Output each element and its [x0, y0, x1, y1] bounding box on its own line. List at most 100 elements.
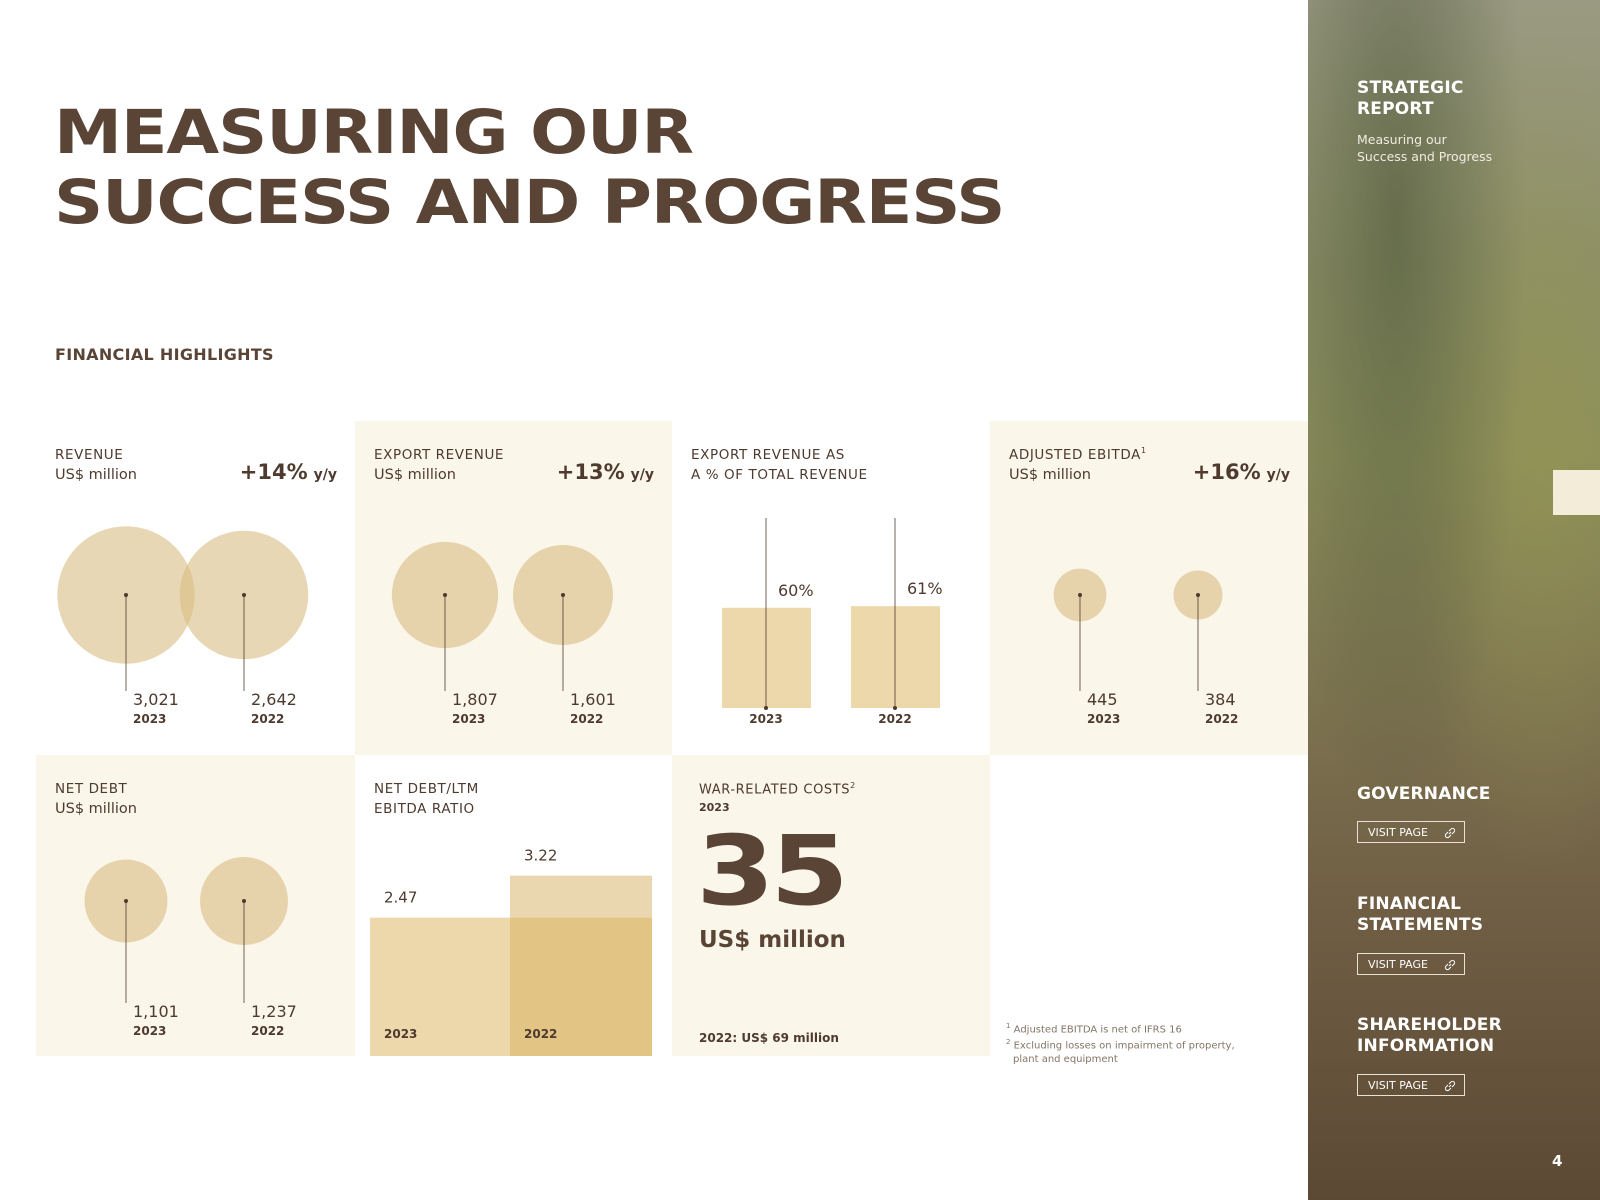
category-label: 2023: [452, 712, 485, 726]
link-icon: [1444, 959, 1456, 971]
panel-title: WAR-RELATED COSTS2: [699, 781, 856, 797]
leader-dot: [242, 899, 246, 903]
change-value: +16%: [1193, 460, 1261, 484]
change-unit: y/y: [314, 467, 337, 483]
leader-dot: [443, 593, 447, 597]
title-text: WAR-RELATED COSTS: [699, 782, 851, 798]
value-label: 1,237: [251, 1002, 297, 1021]
change-label: +16% y/y: [1193, 460, 1290, 484]
change-value: +14%: [240, 460, 308, 484]
sidebar: STRATEGIC REPORT Measuring our Success a…: [1308, 0, 1600, 1200]
visit-button[interactable]: VISIT PAGE: [1357, 953, 1465, 975]
footnote: 2 Excluding losses on impairment of prop…: [1006, 1036, 1246, 1065]
chart: NET DEBT/LTM EBITDA RATIO 2.47 2023 3.22 2022: [370, 781, 652, 1056]
leader-dot: [1196, 593, 1200, 597]
value-label: 2.47: [384, 889, 417, 907]
button-label: VISIT PAGE: [1368, 958, 1428, 971]
leader-dot: [561, 593, 565, 597]
panel-year: 2023: [699, 801, 730, 814]
chart-panel: ADJUSTED EBITDA1 US$ million +16% y/y 445 202…: [990, 421, 1308, 755]
change-label: +14% y/y: [240, 460, 337, 484]
link-title: FINANCIAL STATEMENTS: [1357, 894, 1484, 935]
section-heading: FINANCIAL HIGHLIGHTS: [55, 345, 274, 364]
button-label: VISIT PAGE: [1368, 1079, 1428, 1092]
footnote-ref: 1: [1141, 446, 1147, 455]
category-label: 2023: [384, 1027, 417, 1041]
leader-dot: [242, 593, 246, 597]
panel-title: REVENUE: [55, 447, 123, 463]
chart: EXPORT REVENUE US$ million +13% y/y 1,807 202…: [374, 447, 654, 726]
footnotes: 1 Adjusted EBITDA is net of IFRS 16 2 Ex…: [1006, 1020, 1246, 1066]
category-label: 2022: [251, 1024, 284, 1038]
footnote-marker: 1: [1006, 1022, 1011, 1030]
value-unit: US$ million: [699, 927, 846, 953]
category-label: 2023: [1087, 712, 1120, 726]
category-label: 2023: [133, 712, 166, 726]
chart-panel: NET DEBT US$ million 1,101 2023 1,237 2022: [36, 755, 355, 1056]
change-unit: y/y: [1267, 467, 1290, 483]
title-line: MEASURING OUR: [54, 97, 694, 168]
category-label: 2022: [1205, 712, 1238, 726]
chart: NET DEBT US$ million 1,101 2023 1,237 2022: [55, 781, 297, 1038]
category-label: 2022: [878, 712, 911, 726]
leader-dot: [893, 706, 897, 710]
category-label: 2022: [251, 712, 284, 726]
panel-title: EBITDA RATIO: [374, 801, 475, 817]
link-title: GOVERNANCE: [1357, 784, 1491, 804]
category-label: 2022: [524, 1027, 557, 1041]
link-title: SHAREHOLDER INFORMATION: [1357, 1015, 1502, 1056]
value-label: 60%: [778, 581, 814, 600]
link-icon: [1444, 1080, 1456, 1092]
footnote: 1 Adjusted EBITDA is net of IFRS 16: [1006, 1020, 1246, 1036]
category-label: 2023: [749, 712, 782, 726]
footnote-ref: 2: [850, 781, 856, 790]
leader-dot: [124, 899, 128, 903]
panel-title: NET DEBT/LTM: [374, 781, 479, 797]
leader-dot: [124, 593, 128, 597]
category-label: 2023: [133, 1024, 166, 1038]
prior-value: 2022: US$ 69 million: [699, 1031, 839, 1045]
bar: [851, 606, 940, 708]
big-value: 35: [696, 815, 849, 927]
value-label: 61%: [907, 579, 943, 598]
value-label: 1,807: [452, 690, 498, 709]
value-label: 1,601: [570, 690, 616, 709]
change-unit: y/y: [631, 467, 654, 483]
page-tab: [1553, 470, 1600, 515]
visit-button[interactable]: VISIT PAGE: [1357, 821, 1465, 843]
panel-subtitle: US$ million: [1009, 467, 1091, 483]
page-number: 4: [1552, 1152, 1563, 1170]
panel-subtitle: US$ million: [55, 801, 137, 817]
panel-subtitle: US$ million: [55, 467, 137, 483]
value-label: 3.22: [524, 847, 557, 865]
panel-title: NET DEBT: [55, 781, 128, 797]
panel-title: EXPORT REVENUE AS: [691, 447, 845, 463]
war-costs-panel: WAR-RELATED COSTS2 2023 35 US$ million 2…: [672, 755, 990, 1056]
value-label: 1,101: [133, 1002, 179, 1021]
bar: [722, 607, 811, 708]
chart: EXPORT REVENUE AS A % OF TOTAL REVENUE 60%…: [691, 447, 943, 726]
bar: [510, 875, 652, 1056]
value-label: 445: [1087, 690, 1118, 709]
chart: REVENUE US$ million +14% y/y 3,021 2023 2,642 2…: [55, 447, 337, 726]
footnote-text: Adjusted EBITDA is net of IFRS 16: [1013, 1024, 1182, 1036]
chart-panel: NET DEBT/LTM EBITDA RATIO 2.47 2023 3.22 2022: [355, 755, 672, 1056]
page-title: MEASURING OUR SUCCESS AND PROGRESS: [54, 98, 1005, 238]
chart-panel: REVENUE US$ million +14% y/y 3,021 2023 2,642 2…: [36, 421, 355, 755]
title-line: SUCCESS AND PROGRESS: [54, 167, 1005, 238]
sidebar-page: Measuring our Success and Progress: [1357, 132, 1493, 164]
change-value: +13%: [557, 460, 625, 484]
panel-title: A % OF TOTAL REVENUE: [691, 467, 868, 483]
sidebar-section: STRATEGIC REPORT: [1357, 78, 1464, 119]
category-label: 2022: [570, 712, 603, 726]
chart: ADJUSTED EBITDA1 US$ million +16% y/y 445 202…: [1009, 446, 1290, 726]
panel-subtitle: US$ million: [374, 467, 456, 483]
panel-title: ADJUSTED EBITDA1: [1009, 446, 1147, 463]
change-label: +13% y/y: [557, 460, 654, 484]
visit-button[interactable]: VISIT PAGE: [1357, 1074, 1465, 1096]
value-label: 2,642: [251, 690, 297, 709]
button-label: VISIT PAGE: [1368, 826, 1428, 839]
footnote-text: Excluding losses on impairment of proper…: [1013, 1040, 1235, 1065]
leader-dot: [764, 706, 768, 710]
